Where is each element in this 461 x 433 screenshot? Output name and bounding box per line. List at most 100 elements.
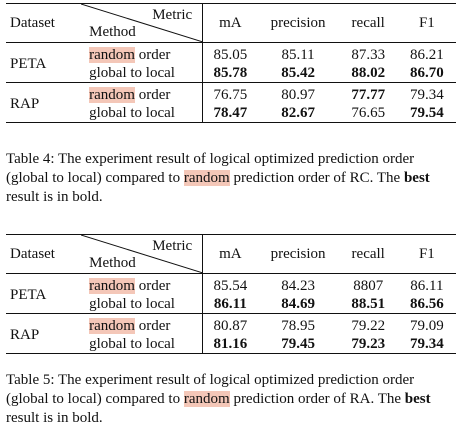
metric-method-header: Metric Method — [81, 3, 204, 43]
highlighted-word: random — [89, 47, 135, 63]
value-cell: 85.54 — [213, 278, 248, 294]
value-cell-bold: 86.56 — [410, 296, 444, 312]
value-cell-bold: 79.34 — [397, 335, 456, 354]
table-row: global to local 85.78 85.42 88.02 86.70 — [6, 64, 456, 83]
value-cell-bold: 86.70 — [410, 65, 444, 81]
method-text: global to local — [89, 296, 175, 312]
diagonal-divider — [81, 4, 204, 42]
value-cell-bold: 81.16 — [202, 335, 258, 354]
value-cell-bold: 79.23 — [338, 335, 398, 354]
value-cell-bold: 88.51 — [351, 296, 386, 312]
table-4: Dataset Metric Method mA precision recal… — [6, 3, 456, 123]
value-cell-bold: 78.47 — [202, 104, 258, 123]
value-cell-bold: 79.45 — [257, 335, 339, 354]
value-cell: 84.23 — [281, 278, 315, 294]
value-cell-bold: 82.67 — [257, 104, 339, 123]
method-cell: global to local — [81, 104, 204, 123]
value-cell: 80.87 — [202, 313, 258, 335]
method-text: order — [134, 278, 171, 294]
value-cell-bold: 88.02 — [351, 65, 386, 81]
value-cell-bold: 77.77 — [338, 82, 398, 104]
method-text: global to local — [89, 336, 175, 352]
value-cell-bold: 79.54 — [397, 104, 456, 123]
col-header-recall: recall — [338, 3, 398, 43]
value-cell: 78.95 — [257, 313, 339, 335]
col-header-ma: mA — [202, 3, 258, 43]
col-header-ma: mA — [202, 234, 258, 274]
dataset-header: Dataset — [6, 3, 82, 43]
highlighted-word: random — [183, 391, 230, 407]
method-text: global to local — [89, 105, 175, 121]
value-cell-bold: 86.11 — [213, 296, 247, 312]
table-row: RAP random order 76.75 80.97 77.77 79.34 — [6, 82, 456, 123]
table-row: PETA random order 85.05 85.11 87.33 86.2… — [6, 42, 456, 72]
caption-text: prediction order of RC. The — [229, 170, 404, 186]
table-4-caption: Table 4: The experiment result of logica… — [6, 150, 456, 207]
table-header-row: Dataset Metric Method mA precision recal… — [6, 234, 456, 274]
method-cell: random order — [81, 42, 204, 64]
table-5: Dataset Metric Method mA precision recal… — [6, 234, 456, 354]
metric-method-header: Metric Method — [81, 234, 204, 274]
col-header-precision: precision — [257, 234, 339, 274]
highlighted-word: random — [89, 87, 135, 103]
method-text: order — [134, 87, 171, 103]
value-cell: 80.97 — [257, 82, 339, 104]
value-cell-bold: 85.42 — [281, 65, 315, 81]
dataset-cell: RAP — [6, 82, 82, 123]
table-header-row: Dataset Metric Method mA precision recal… — [6, 3, 456, 43]
method-cell: random order — [81, 82, 204, 104]
caption-text: Table 5: The experiment result of logica… — [6, 372, 415, 407]
value-cell-bold: 84.69 — [281, 296, 315, 312]
method-label: Method — [89, 255, 136, 271]
table-row: global to local 78.47 82.67 76.65 79.54 — [6, 104, 456, 123]
caption-text: result is in bold. — [6, 410, 103, 426]
method-text: order — [134, 47, 171, 63]
value-cell: 85.11 — [281, 47, 315, 63]
value-cell: 79.22 — [338, 313, 398, 335]
method-text: order — [134, 318, 171, 334]
dataset-cell: PETA — [10, 287, 47, 303]
value-cell: 85.05 — [213, 47, 248, 63]
method-cell: global to local — [81, 335, 204, 354]
metric-label: Metric — [152, 7, 193, 23]
method-cell: global to local — [81, 64, 204, 83]
table-row: global to local 81.16 79.45 79.23 79.34 — [6, 335, 456, 354]
method-cell: random order — [81, 273, 204, 295]
table-5-caption: Table 5: The experiment result of logica… — [6, 371, 456, 428]
caption-bold-word: best — [404, 391, 431, 407]
caption-text: result is in bold. — [6, 189, 103, 205]
value-cell: 79.09 — [397, 313, 456, 335]
highlighted-word: random — [183, 170, 230, 186]
caption-bold-word: best — [403, 170, 430, 186]
results-table: Dataset Metric Method mA precision recal… — [6, 3, 456, 123]
dataset-cell: RAP — [6, 313, 82, 354]
value-cell: 87.33 — [351, 47, 386, 63]
caption-text: prediction order of RA. The — [229, 391, 405, 407]
dataset-header: Dataset — [6, 234, 82, 274]
col-header-f1: F1 — [397, 3, 456, 43]
method-text: global to local — [89, 65, 175, 81]
value-cell: 8807 — [353, 278, 384, 294]
method-label: Method — [89, 24, 136, 40]
dataset-cell: PETA — [10, 56, 47, 72]
metric-label: Metric — [152, 238, 193, 254]
method-cell: random order — [81, 313, 204, 335]
caption-text: Table 4: The experiment result of logica… — [6, 151, 415, 186]
table-row: PETA random order 85.54 84.23 8807 86.11 — [6, 273, 456, 303]
results-table: Dataset Metric Method mA precision recal… — [6, 234, 456, 354]
table-row: global to local 86.11 84.69 88.51 86.56 — [6, 295, 456, 314]
col-header-f1: F1 — [397, 234, 456, 274]
col-header-precision: precision — [257, 3, 339, 43]
highlighted-word: random — [89, 278, 135, 294]
highlighted-word: random — [89, 318, 135, 334]
value-cell: 76.65 — [338, 104, 398, 123]
value-cell: 86.11 — [410, 278, 444, 294]
value-cell: 86.21 — [410, 47, 444, 63]
value-cell-bold: 85.78 — [213, 65, 248, 81]
col-header-recall: recall — [338, 234, 398, 274]
value-cell: 79.34 — [397, 82, 456, 104]
value-cell: 76.75 — [202, 82, 258, 104]
method-cell: global to local — [81, 295, 204, 314]
diagonal-divider — [81, 235, 204, 273]
table-row: RAP random order 80.87 78.95 79.22 79.09 — [6, 313, 456, 354]
